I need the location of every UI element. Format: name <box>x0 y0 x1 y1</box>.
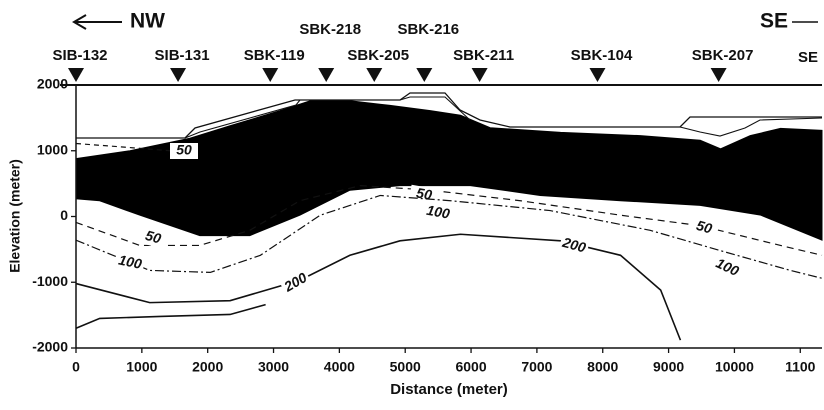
x-tick-label: 7000 <box>521 359 552 375</box>
arrow-head <box>72 14 87 30</box>
well-marker <box>366 68 383 82</box>
well-marker <box>262 68 279 82</box>
well-marker <box>416 68 433 82</box>
contour-label-bg <box>170 143 198 159</box>
resistive-zone <box>75 100 823 241</box>
topography <box>399 96 471 121</box>
contour-label-bg <box>137 226 169 250</box>
well-marker <box>68 68 84 82</box>
contour-label: 50 <box>415 184 433 202</box>
contour-label-bg <box>710 254 744 282</box>
y-axis-title: Elevation (meter) <box>7 159 23 273</box>
well-label: SBK-104 <box>571 47 633 64</box>
contour-label: 50 <box>144 227 163 247</box>
direction-label: NW <box>130 10 165 33</box>
x-tick-label: 1000 <box>126 359 157 375</box>
x-tick-label: 10000 <box>715 359 754 375</box>
contour-label: 50 <box>176 142 192 158</box>
x-tick-label: 9000 <box>653 359 684 375</box>
x-tick-label: 0 <box>72 359 80 375</box>
x-tick-label: 3000 <box>258 359 289 375</box>
well-label: SBK-119 <box>244 47 305 64</box>
well-label: SBK-207 <box>692 47 754 64</box>
contour-line <box>75 233 682 341</box>
well-label: SE <box>798 49 818 66</box>
topography <box>679 117 823 137</box>
x-tick-label: 8000 <box>587 359 618 375</box>
contour-label-bg <box>114 252 146 274</box>
contour-label-bg <box>688 216 720 240</box>
plot-area <box>75 100 823 241</box>
x-tick-label: 5000 <box>390 359 421 375</box>
y-tick-label: -2000 <box>32 339 68 355</box>
contour-line <box>75 194 823 279</box>
y-tick-label: 0 <box>60 207 68 223</box>
contour-label: 50 <box>695 217 714 237</box>
contour-line <box>75 303 266 330</box>
x-tick-label: 6000 <box>455 359 486 375</box>
direction-label: SE <box>760 10 788 33</box>
well-marker <box>471 68 488 82</box>
contour-label-bg <box>558 234 590 258</box>
y-tick-label: 1000 <box>37 141 68 157</box>
well-marker <box>170 68 187 82</box>
x-tick-label: 4000 <box>324 359 355 375</box>
well-label: SBK-216 <box>397 21 459 38</box>
well-marker <box>589 68 606 82</box>
x-tick-label: 1100 <box>785 359 816 375</box>
well-label: SIB-131 <box>155 47 210 64</box>
contour-label-bg <box>279 269 313 297</box>
well-marker <box>710 68 727 82</box>
well-label: SBK-205 <box>347 47 409 64</box>
y-tick-label: 2000 <box>37 76 68 92</box>
topography <box>184 99 301 139</box>
contour-label-bg <box>408 184 440 206</box>
x-tick-label: 2000 <box>192 359 223 375</box>
contour-label: 200 <box>560 234 588 256</box>
contour-label: 100 <box>425 202 451 222</box>
contour-label-bg <box>422 202 454 224</box>
y-tick-label: -1000 <box>32 273 68 289</box>
well-label: SBK-211 <box>453 47 514 64</box>
contour-label: 100 <box>117 251 143 272</box>
well-marker <box>318 68 335 82</box>
well-label: SIB-132 <box>52 47 107 64</box>
x-axis-title: Distance (meter) <box>390 381 508 398</box>
well-label: SBK-218 <box>299 21 361 38</box>
